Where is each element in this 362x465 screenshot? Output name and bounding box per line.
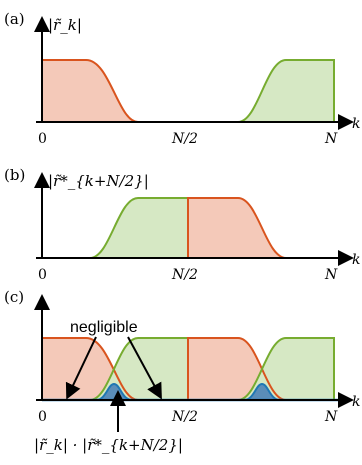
panel-b-green-fill [90,198,188,258]
panel-c-xtick-mid: N/2 [171,409,198,425]
panel-b-tag: (b) [4,166,25,184]
panel-c-red-curve-left [41,337,139,401]
panel-c-xtick-0: 0 [38,409,47,425]
negligible-label: negligible [70,319,138,336]
panel-b-xtick-end: N [324,267,338,283]
panel-a-xtick-0: 0 [38,131,47,147]
panel-a-tag: (a) [4,10,25,28]
panel-a-red-fill [42,60,138,122]
panel-b-red-fill [188,198,286,258]
product-label: |r̃_k| · |r̃*_{k+N/2}| [34,436,183,454]
panel-c-product-bump-right [243,382,281,401]
panel-c: (c) negligible 0 N/2 N k |r̃_k| · |r̃*_{… [4,288,360,454]
panel-b-xtick-mid: N/2 [171,267,198,283]
panel-b: (b) |r̃*_{k+N/2}| 0 N/2 N k [4,166,360,283]
panel-a: (a) |r̃_k| 0 N/2 N k [4,10,360,147]
panel-c-xtick-end: N [324,409,338,425]
panel-c-green-curve-right [237,337,335,401]
panel-b-xlabel: k [352,252,360,268]
negligible-arrow-right [127,336,162,400]
panel-a-green-fill [238,60,334,122]
panel-c-green-curve-mid [89,337,188,401]
panel-a-xtick-end: N [324,131,338,147]
panel-c-xlabel: k [352,394,360,410]
negligible-arrow-left [65,336,97,400]
panel-b-xtick-0: 0 [38,267,47,283]
panel-a-xtick-mid: N/2 [171,131,198,147]
panel-b-ylabel: |r̃*_{k+N/2}| [48,172,149,190]
panel-c-red-curve-right [187,337,287,401]
panel-a-xlabel: k [352,116,360,132]
panel-c-tag: (c) [4,288,24,306]
panel-a-ylabel: |r̃_k| [48,16,82,34]
